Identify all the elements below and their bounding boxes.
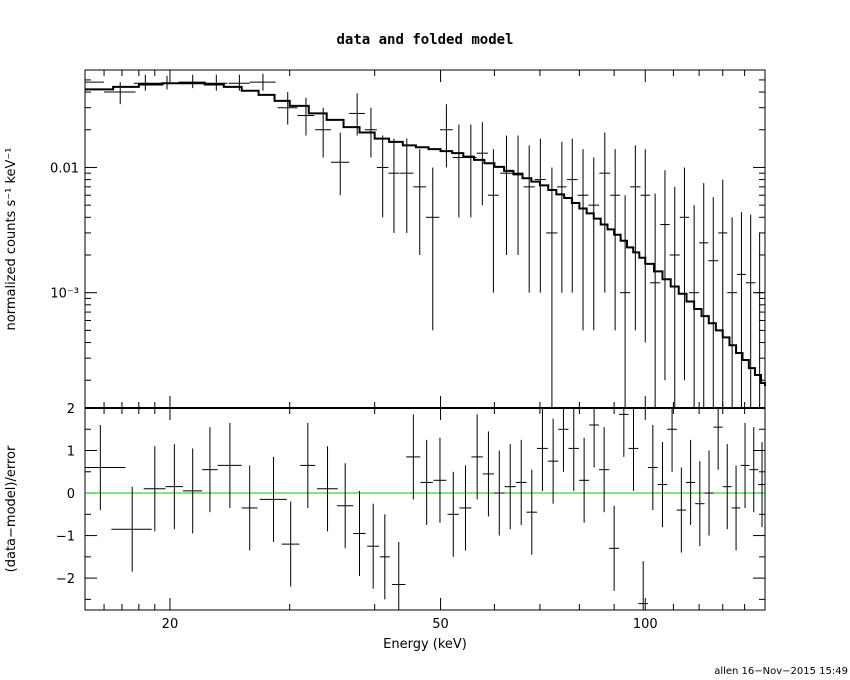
spectrum-axis-ticks: [84, 70, 766, 408]
residual-axis-ticks: [84, 407, 766, 610]
y-tick-label: 1: [67, 445, 75, 460]
spectrum-tick-labels: 0.01 10⁻³: [50, 161, 79, 301]
x-tick-label: 50: [432, 617, 449, 632]
folded-model: [85, 82, 766, 386]
x-axis-label: Energy (keV): [383, 637, 467, 652]
spectrum-panel-frame: [84, 69, 766, 409]
y-tick-label: 0: [67, 487, 75, 502]
footer-timestamp: allen 16−Nov−2015 15:49: [714, 666, 848, 677]
y-tick-label: −1: [56, 530, 75, 545]
residual-tick-labels: 2 1 0 −1 −2 20 50 100: [56, 402, 658, 632]
residual-y-axis-label: (data−model)/error: [4, 445, 19, 572]
spectrum-y-axis-label: normalized counts s⁻¹ keV⁻¹: [4, 148, 19, 331]
residual-panel-frame: [84, 407, 766, 611]
x-tick-label: 100: [633, 617, 658, 632]
y-tick-label: 0.01: [50, 161, 79, 176]
y-tick-label: 10⁻³: [50, 287, 79, 302]
model-line: [85, 82, 766, 386]
y-tick-label: −2: [56, 572, 75, 587]
spectrum-data-points: [84, 73, 764, 408]
residual-points: [85, 408, 765, 610]
residual-panel: 2 1 0 −1 −2 20 50 100 (data−model)/error Energy…: [4, 402, 766, 652]
chart-title: data and folded model: [336, 32, 513, 48]
x-tick-label: 20: [162, 617, 179, 632]
spectrum-panel: 0.01 10⁻³ normalized counts s⁻¹ keV⁻¹: [4, 69, 766, 409]
y-tick-label: 2: [67, 402, 75, 417]
